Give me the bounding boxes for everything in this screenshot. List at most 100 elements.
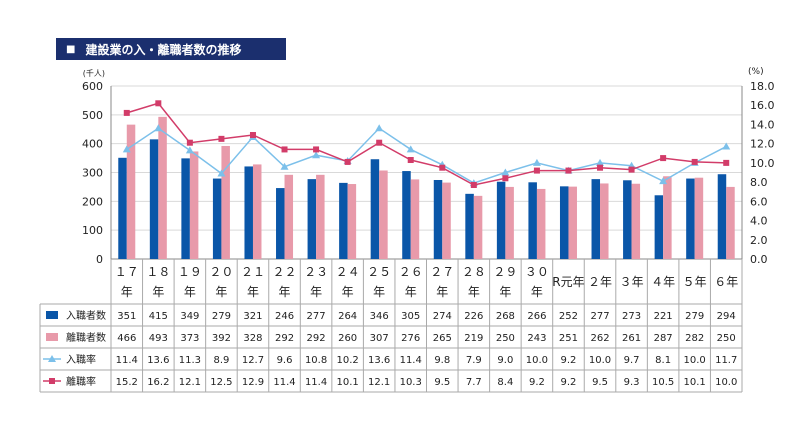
table-cell: 8.9 <box>213 355 229 366</box>
x-tick-label: 年 <box>310 285 322 299</box>
table-cell: 226 <box>464 311 483 322</box>
x-tick-label: ２７ <box>430 265 454 279</box>
table-cell: 219 <box>464 333 483 344</box>
table-cell: 351 <box>117 311 136 322</box>
x-tick-label: １９ <box>178 265 202 279</box>
y-right-tick-label: 12.0 <box>750 138 775 151</box>
table-cell: 10.0 <box>715 377 737 388</box>
bar-separations <box>505 186 514 259</box>
x-tick-label: ２４ <box>336 265 360 279</box>
point-hire-rate <box>280 162 289 170</box>
table-cell: 373 <box>180 333 199 344</box>
table-cell: 305 <box>401 311 420 322</box>
point-hire-rate <box>154 124 163 132</box>
table-cell: 268 <box>496 311 515 322</box>
point-hire-rate <box>406 145 415 153</box>
y-right-tick-label: 4.0 <box>750 215 768 228</box>
bar-hires <box>686 178 695 259</box>
bar-hires <box>212 178 222 259</box>
point-separation-rate <box>313 146 320 153</box>
legend-label: 入職者数 <box>66 309 106 322</box>
table-cell: 15.2 <box>116 377 138 388</box>
y-right-tick-label: 6.0 <box>750 195 768 208</box>
legend-label: 離職率 <box>66 375 96 388</box>
bar-separations <box>410 179 420 259</box>
table-cell: 252 <box>559 311 578 322</box>
bar-hires <box>528 182 537 259</box>
bar-hires <box>717 174 727 259</box>
table-cell: 9.5 <box>592 377 608 388</box>
table-cell: 9.3 <box>624 377 640 388</box>
x-tick-label: 年 <box>468 285 480 299</box>
y-left-tick-label: 600 <box>82 80 103 93</box>
table-cell: 9.2 <box>561 377 577 388</box>
bar-hires <box>339 182 348 259</box>
x-tick-label: R元年 <box>552 275 584 289</box>
point-separation-rate <box>723 159 730 166</box>
bar-separations <box>379 170 388 259</box>
point-separation-rate <box>344 158 351 165</box>
table-cell: 12.1 <box>179 377 201 388</box>
series-line-separation-rate <box>126 102 727 186</box>
table-cell: 349 <box>180 311 199 322</box>
bar-separations <box>347 184 357 259</box>
table-cell: 277 <box>590 311 609 322</box>
table-cell: 250 <box>496 333 515 344</box>
legend-swatch <box>46 333 58 341</box>
table-cell: 9.0 <box>497 355 513 366</box>
bar-hires <box>623 180 632 259</box>
x-tick-label: ２６ <box>399 265 423 279</box>
point-separation-rate <box>155 100 162 107</box>
table-cell: 493 <box>149 333 168 344</box>
table-cell: 7.7 <box>466 377 482 388</box>
table-cell: 279 <box>212 311 231 322</box>
x-tick-label: ２０ <box>209 265 233 279</box>
point-separation-rate <box>186 139 193 146</box>
x-tick-label: 年 <box>405 285 417 299</box>
table-cell: 12.1 <box>368 377 390 388</box>
point-hire-rate <box>722 142 731 150</box>
table-cell: 10.2 <box>336 355 358 366</box>
bar-separations <box>473 195 483 259</box>
y-left-tick-label: 100 <box>82 224 103 237</box>
point-hire-rate <box>217 169 226 177</box>
legend-marker <box>49 378 55 384</box>
table-cell: 277 <box>307 311 326 322</box>
table-cell: 16.2 <box>147 377 169 388</box>
table-cell: 346 <box>370 311 389 322</box>
legend-swatch <box>46 311 58 319</box>
x-tick-label: ２１ <box>241 265 265 279</box>
y-right-tick-label: 14.0 <box>750 118 775 131</box>
table-cell: 11.7 <box>715 355 737 366</box>
table-cell: 260 <box>338 333 357 344</box>
x-tick-label: １８ <box>146 265 170 279</box>
table-cell: 276 <box>401 333 420 344</box>
point-hire-rate <box>659 177 668 185</box>
y-right-tick-label: 18.0 <box>750 80 775 93</box>
table-cell: 266 <box>527 311 546 322</box>
table-cell: 261 <box>622 333 641 344</box>
table-cell: 9.6 <box>277 355 293 366</box>
table-cell: 415 <box>149 311 168 322</box>
x-tick-label: １７ <box>115 265 139 279</box>
table-cell: 294 <box>717 311 736 322</box>
point-separation-rate <box>502 175 509 182</box>
table-cell: 466 <box>117 333 136 344</box>
table-cell: 9.8 <box>434 355 450 366</box>
chart-title-bar: ■ 建設業の入・離職者数の推移 <box>56 38 286 60</box>
table-cell: 262 <box>590 333 609 344</box>
square-bullet-icon: ■ <box>66 43 76 55</box>
bar-hires <box>559 186 569 259</box>
x-tick-label: 年 <box>373 285 385 299</box>
bar-hires <box>370 159 380 259</box>
table-cell: 287 <box>654 333 673 344</box>
bar-separations <box>284 174 294 259</box>
table-cell: 221 <box>654 311 673 322</box>
legend-marker <box>48 355 56 362</box>
y-right-tick-label: 10.0 <box>750 157 775 170</box>
x-tick-label: ２年 <box>588 275 612 289</box>
series-line-hire-rate <box>126 127 727 184</box>
x-tick-label: 年 <box>215 285 227 299</box>
table-cell: 321 <box>243 311 262 322</box>
